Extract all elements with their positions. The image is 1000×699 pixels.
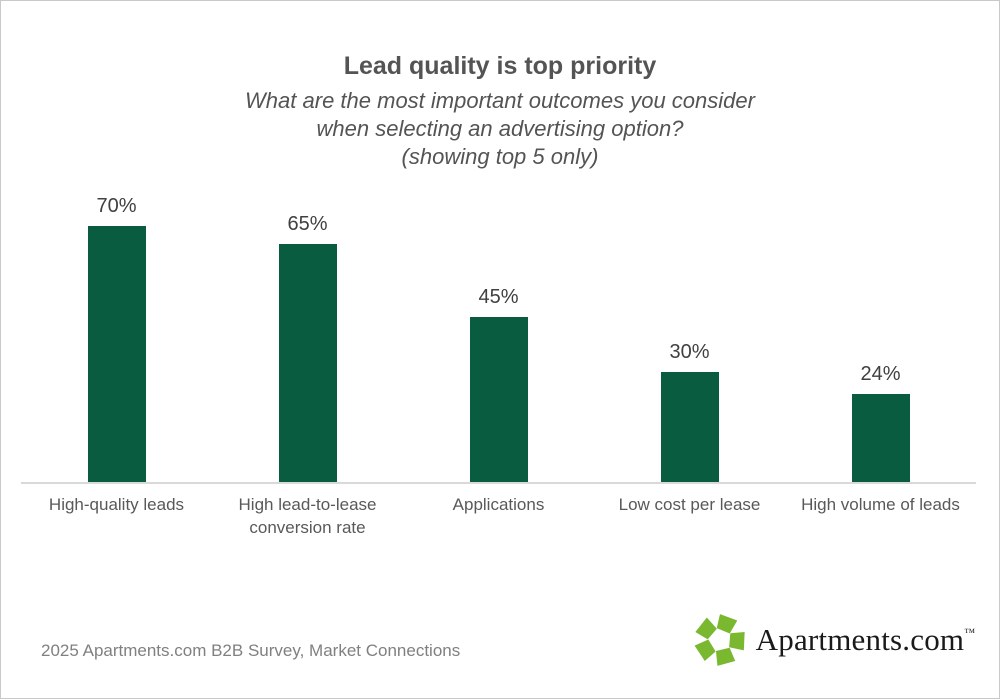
bar-value-label: 45% xyxy=(478,286,519,308)
bar-column: 65% xyxy=(212,182,403,482)
apartments-logo-wordmark: Apartments.com™ xyxy=(756,622,975,658)
bar xyxy=(660,372,719,482)
bar-value-label: 24% xyxy=(860,363,901,385)
trademark-symbol: ™ xyxy=(964,627,975,639)
bar-chart-plot-area: 70% 65% 45% 30% 24% xyxy=(21,182,976,482)
bar xyxy=(851,394,910,482)
apartments-logo-text: Apartments.com xyxy=(755,622,965,657)
chart-subtitle-line: when selecting an advertising option? xyxy=(316,116,684,141)
x-axis-label: High volume of leads xyxy=(801,495,960,514)
bar-column: 30% xyxy=(594,182,785,482)
bar-value-label: 30% xyxy=(669,341,710,363)
x-axis-label: Low cost per lease xyxy=(618,495,761,514)
source-note: 2025 Apartments.com B2B Survey, Market C… xyxy=(41,641,461,660)
bar-value-label: 65% xyxy=(287,213,328,235)
bar xyxy=(469,317,528,482)
x-axis-labels-row: High-quality leads High lead-to-lease con… xyxy=(21,484,976,539)
bar-column: 24% xyxy=(785,182,976,482)
bar-column: 70% xyxy=(21,182,212,482)
apartments-pinwheel-icon xyxy=(692,614,747,667)
x-axis-label: High lead-to-lease conversion rate xyxy=(238,495,377,537)
x-axis-label: Applications xyxy=(452,495,545,514)
apartments-logo: Apartments.com™ xyxy=(692,613,975,667)
chart-title: Lead quality is top priority xyxy=(343,52,657,80)
bar-column: 45% xyxy=(403,182,594,482)
x-axis-line xyxy=(21,482,976,484)
bar-value-label: 70% xyxy=(96,195,137,217)
chart-subtitle-line: (showing top 5 only) xyxy=(401,144,599,169)
bar xyxy=(87,226,146,482)
chart-subtitle: What are the most important outcomes you… xyxy=(1,87,999,171)
x-axis-label: High-quality leads xyxy=(48,495,185,514)
bar xyxy=(278,244,337,482)
chart-subtitle-line: What are the most important outcomes you… xyxy=(245,88,755,113)
